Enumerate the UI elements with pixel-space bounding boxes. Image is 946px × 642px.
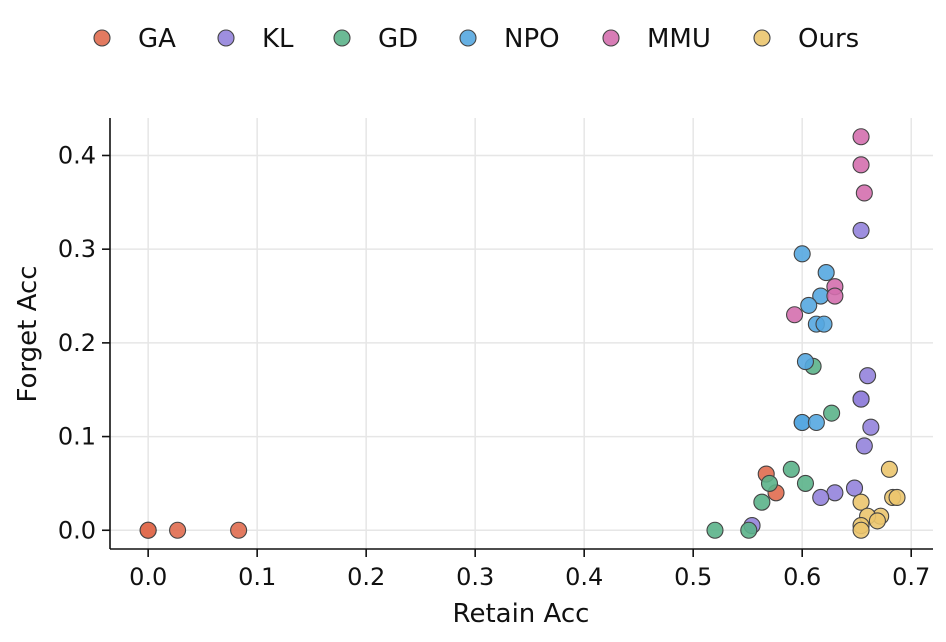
data-point — [826, 484, 844, 502]
data-point — [815, 315, 833, 333]
series-ga — [139, 465, 785, 539]
x-axis-label: Retain Acc — [453, 599, 590, 629]
legend-item-ours: Ours — [753, 24, 859, 54]
data-point — [826, 287, 844, 305]
legend-item-gd: GD — [333, 24, 418, 54]
x-tick-label: 0.4 — [565, 563, 603, 591]
data-point — [868, 512, 886, 530]
x-tick-label: 0.2 — [347, 563, 385, 591]
data-point — [817, 264, 835, 282]
data-point — [139, 521, 157, 539]
data-point — [796, 353, 815, 371]
data-point — [823, 404, 841, 422]
legend-marker — [753, 29, 771, 47]
y-tick-label: 0.3 — [58, 235, 96, 263]
series-npo — [793, 245, 835, 432]
legend-marker — [459, 29, 477, 47]
data-point — [812, 488, 830, 507]
legend-label: KL — [262, 24, 294, 54]
data-point — [793, 413, 811, 432]
x-tick-label: 0.1 — [238, 563, 276, 591]
data-point — [786, 306, 804, 324]
legend-label: MMU — [647, 24, 711, 54]
y-tick-label: 0.0 — [58, 516, 96, 544]
legend-label: GD — [378, 24, 418, 54]
legend-label: GA — [138, 24, 176, 54]
data-point — [782, 460, 800, 478]
x-tick-label: 0.6 — [783, 563, 821, 591]
x-tick-label: 0.0 — [129, 563, 167, 591]
legend-item-kl: KL — [217, 24, 294, 54]
legend-label: NPO — [504, 24, 560, 54]
data-point — [862, 418, 880, 436]
data-point — [800, 296, 818, 314]
grid-lines — [110, 118, 933, 549]
y-axis-label: Forget Acc — [13, 265, 43, 402]
legend-item-npo: NPO — [459, 24, 560, 54]
y-tick-label: 0.1 — [58, 423, 96, 451]
data-point — [880, 460, 898, 478]
y-tick-label: 0.2 — [58, 329, 96, 357]
series-ours — [852, 460, 906, 539]
legend-marker — [217, 29, 235, 47]
x-tick-label: 0.5 — [674, 563, 712, 591]
data-points — [139, 128, 906, 539]
series-gd — [706, 357, 841, 539]
series-mmu — [786, 128, 873, 324]
data-point — [859, 367, 877, 385]
legend: GA KL GD NPO MMU Ours — [93, 24, 859, 54]
legend-item-ga: GA — [93, 24, 176, 54]
data-point — [852, 493, 870, 511]
tick-labels: 0.0 0.1 0.2 0.3 0.4 0.5 0.6 0.7 0.0 0.1 0.2 0.3 0.4 — [58, 141, 930, 591]
y-tick-label: 0.4 — [58, 141, 96, 169]
data-point — [807, 413, 825, 432]
data-point — [888, 488, 906, 507]
data-point — [852, 156, 870, 174]
data-point — [852, 390, 870, 408]
data-point — [706, 521, 724, 539]
data-point — [845, 479, 864, 497]
data-point — [852, 221, 870, 239]
data-point — [852, 521, 870, 539]
data-point — [855, 184, 873, 202]
x-tick-label: 0.3 — [456, 563, 494, 591]
legend-label: Ours — [798, 24, 859, 54]
axes — [109, 118, 933, 550]
legend-item-mmu: MMU — [602, 24, 711, 54]
legend-marker — [93, 29, 111, 47]
data-point — [753, 493, 771, 511]
data-point — [793, 245, 811, 263]
data-point — [760, 474, 779, 492]
data-point — [169, 521, 187, 539]
data-point — [852, 128, 870, 146]
data-point — [230, 521, 248, 539]
data-point — [855, 437, 873, 455]
legend-marker — [333, 29, 351, 47]
data-point — [740, 521, 758, 539]
data-point — [796, 474, 815, 492]
x-tick-label: 0.7 — [892, 563, 930, 591]
legend-marker — [602, 29, 620, 47]
